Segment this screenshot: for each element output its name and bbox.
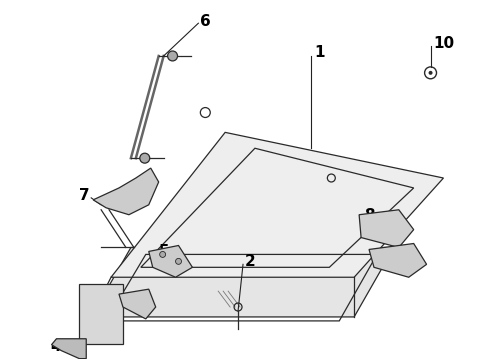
Polygon shape	[79, 284, 123, 344]
Polygon shape	[359, 210, 414, 247]
Circle shape	[168, 51, 177, 61]
Polygon shape	[119, 289, 156, 319]
Polygon shape	[51, 339, 86, 359]
Circle shape	[175, 258, 181, 264]
Text: 7: 7	[78, 188, 89, 203]
Text: 1: 1	[315, 45, 325, 60]
Polygon shape	[111, 132, 443, 277]
Text: 3: 3	[98, 289, 109, 303]
Text: 9: 9	[392, 242, 402, 257]
Circle shape	[160, 251, 166, 257]
Text: 6: 6	[200, 14, 211, 29]
Polygon shape	[369, 243, 427, 277]
Text: 5: 5	[159, 244, 170, 259]
Text: 2: 2	[245, 254, 256, 269]
Polygon shape	[149, 246, 193, 277]
Circle shape	[429, 71, 433, 75]
Text: 4: 4	[51, 339, 61, 354]
Circle shape	[140, 153, 150, 163]
Text: 8: 8	[365, 208, 375, 223]
Polygon shape	[91, 247, 394, 317]
Text: 10: 10	[434, 36, 455, 50]
Polygon shape	[93, 168, 159, 215]
